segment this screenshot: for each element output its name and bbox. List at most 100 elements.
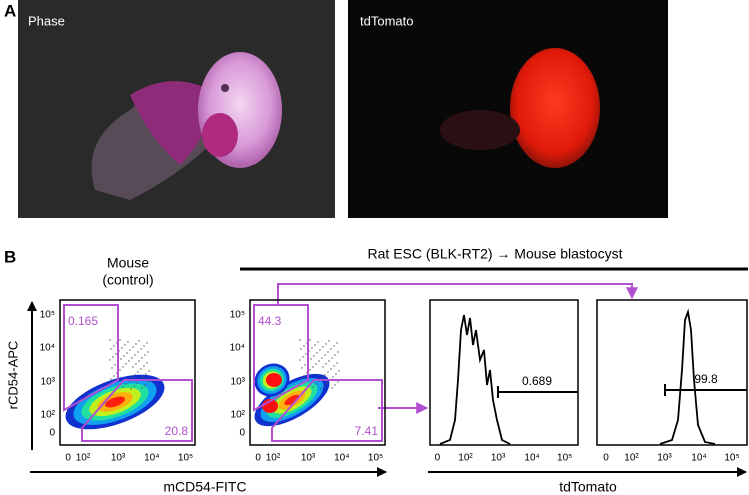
x-tick-label: 10³	[301, 453, 316, 464]
dot	[331, 387, 333, 389]
dot	[310, 358, 312, 360]
y-tick-label: 0	[49, 428, 55, 439]
dot	[145, 373, 147, 375]
dot	[337, 381, 339, 383]
dot	[301, 367, 303, 369]
dot	[331, 357, 333, 359]
dot	[146, 342, 148, 344]
gate-value: 0.165	[68, 314, 98, 328]
eye	[221, 84, 229, 92]
control-title: (control)	[102, 272, 153, 288]
gate	[253, 304, 309, 412]
dot	[304, 364, 306, 366]
dot	[134, 374, 136, 376]
dot	[330, 368, 332, 370]
dot	[336, 362, 338, 364]
dot	[321, 357, 323, 359]
dot	[148, 370, 150, 372]
dot	[311, 347, 313, 349]
dot	[115, 353, 117, 355]
heart	[202, 113, 238, 157]
x-tick-label: 10⁵	[178, 453, 193, 464]
dot	[302, 356, 304, 358]
dot	[300, 378, 302, 380]
dot	[323, 385, 325, 387]
dot	[132, 346, 134, 348]
y-tick-label: 0	[239, 428, 245, 439]
x-tick-label: 10⁴	[144, 453, 159, 464]
y-tick-label: 10⁵	[40, 310, 55, 321]
y-axis-label: rCD54-APC	[5, 341, 20, 410]
dot	[312, 386, 314, 388]
dot	[111, 367, 113, 369]
dot	[131, 357, 133, 359]
x-tick-label: 10⁴	[524, 453, 539, 464]
dot	[327, 371, 329, 373]
dot	[127, 341, 129, 343]
histogram	[439, 314, 511, 445]
plot-frame	[429, 299, 579, 446]
dot	[325, 363, 327, 365]
gate-value: 20.8	[165, 424, 189, 438]
x-tick-label: 10⁵	[557, 453, 572, 464]
x-tick-label: 10³	[657, 453, 672, 464]
dot	[119, 369, 121, 371]
dot	[141, 357, 143, 359]
dot	[123, 355, 125, 357]
dot	[309, 339, 311, 341]
histogram	[659, 308, 716, 445]
dot	[109, 339, 111, 341]
dot	[305, 353, 307, 355]
faint-tissue	[440, 110, 520, 150]
dot	[114, 364, 116, 366]
header: Rat ESC (BLK-RT2) → Mouse blastocyst	[368, 246, 623, 262]
dot	[142, 376, 144, 378]
dot	[144, 384, 146, 386]
dot	[318, 360, 320, 362]
y-tick-label: 10²	[41, 410, 56, 421]
dot	[321, 377, 323, 379]
dot	[128, 360, 130, 362]
dot	[314, 344, 316, 346]
dot	[125, 363, 127, 365]
dot	[131, 377, 133, 379]
x-axis-label: mCD54-FITC	[163, 479, 246, 495]
dot	[333, 365, 335, 367]
dot	[330, 348, 332, 350]
dot	[300, 348, 302, 350]
x-tick-label: 10²	[266, 453, 281, 464]
x-tick-label: 10³	[111, 453, 126, 464]
dot	[334, 384, 336, 386]
dot	[337, 351, 339, 353]
gate	[271, 379, 383, 442]
dot	[325, 343, 327, 345]
dot	[121, 347, 123, 349]
x-tick-label: 0	[603, 453, 609, 464]
dot	[110, 348, 112, 350]
y-tick-label: 10⁴	[40, 343, 55, 354]
dot	[133, 385, 135, 387]
x-tick-label: 10²	[624, 453, 639, 464]
dot	[134, 354, 136, 356]
plot-frame	[249, 299, 386, 446]
x-tick-label: 0	[435, 453, 441, 464]
dot	[338, 370, 340, 372]
dot	[317, 341, 319, 343]
x-tick-label: 0	[65, 453, 71, 464]
dot	[138, 340, 140, 342]
dot	[109, 359, 111, 361]
dot	[315, 363, 317, 365]
dot	[136, 382, 138, 384]
gate-connector	[277, 283, 638, 305]
dot	[140, 348, 142, 350]
density	[284, 394, 300, 406]
dot	[313, 355, 315, 357]
dot	[316, 352, 318, 354]
image-caption: tdTomato	[360, 13, 413, 28]
dot	[135, 343, 137, 345]
dot	[332, 376, 334, 378]
dot	[303, 345, 305, 347]
gate-value: 99.8	[694, 372, 718, 386]
y-tick-label: 10⁵	[230, 310, 245, 321]
